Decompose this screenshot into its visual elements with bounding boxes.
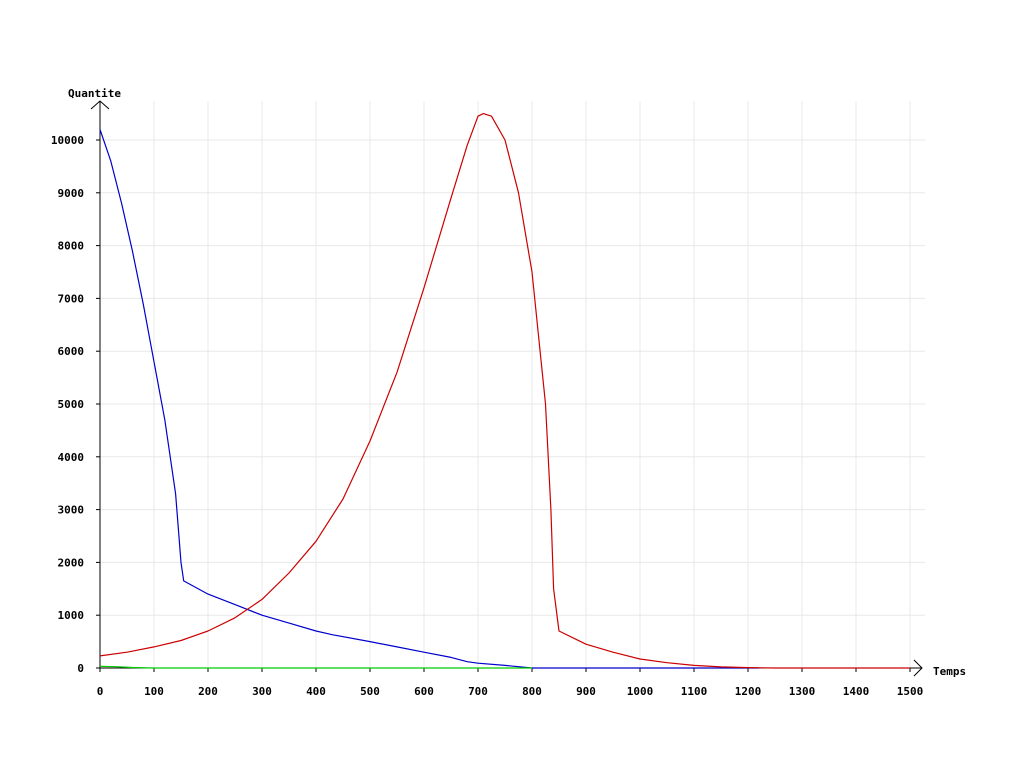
y-tick-label: 5000 — [58, 398, 85, 411]
y-tick-label: 0 — [77, 662, 84, 675]
y-tick-label: 7000 — [58, 292, 85, 305]
x-tick-label: 200 — [198, 685, 218, 698]
grid-lines — [100, 101, 925, 668]
y-axis-arrow — [90, 100, 110, 110]
series-lines — [99, 112, 910, 669]
x-tick-label: 1200 — [735, 685, 762, 698]
y-tick-label: 8000 — [58, 240, 85, 253]
x-tick-label: 1000 — [627, 685, 654, 698]
x-tick-label: 100 — [144, 685, 164, 698]
x-axis-label: Temps — [933, 665, 966, 678]
series-line-2 — [99, 112, 910, 669]
x-tick-label: 1100 — [681, 685, 708, 698]
x-tick-label: 800 — [522, 685, 542, 698]
x-tick-label: 1500 — [897, 685, 924, 698]
series-line-3 — [99, 665, 532, 669]
y-tick-label: 6000 — [58, 345, 85, 358]
y-tick-label: 9000 — [58, 187, 85, 200]
x-tick-label: 1300 — [789, 685, 816, 698]
x-tick-label: 700 — [468, 685, 488, 698]
x-tick-label: 600 — [414, 685, 434, 698]
x-tick-label: 400 — [306, 685, 326, 698]
x-tick-label: 0 — [97, 685, 104, 698]
x-tick-label: 500 — [360, 685, 380, 698]
tick-labels: 0 100 200 300 400 500 600 700 800 900 1000 1100 1200… — [51, 134, 923, 698]
y-tick-label: 3000 — [58, 504, 85, 517]
y-axis-label: Quantite — [68, 87, 121, 100]
x-tick-label: 1400 — [843, 685, 870, 698]
x-tick-label: 300 — [252, 685, 272, 698]
y-tick-label: 10000 — [51, 134, 84, 147]
y-tick-label: 2000 — [58, 556, 85, 569]
y-tick-label: 1000 — [58, 609, 85, 622]
x-axis-arrow — [913, 659, 923, 677]
axes: Temps Quantite — [68, 87, 966, 678]
x-tick-label: 900 — [576, 685, 596, 698]
y-tick-label: 4000 — [58, 451, 85, 464]
series-line-1 — [99, 129, 759, 669]
